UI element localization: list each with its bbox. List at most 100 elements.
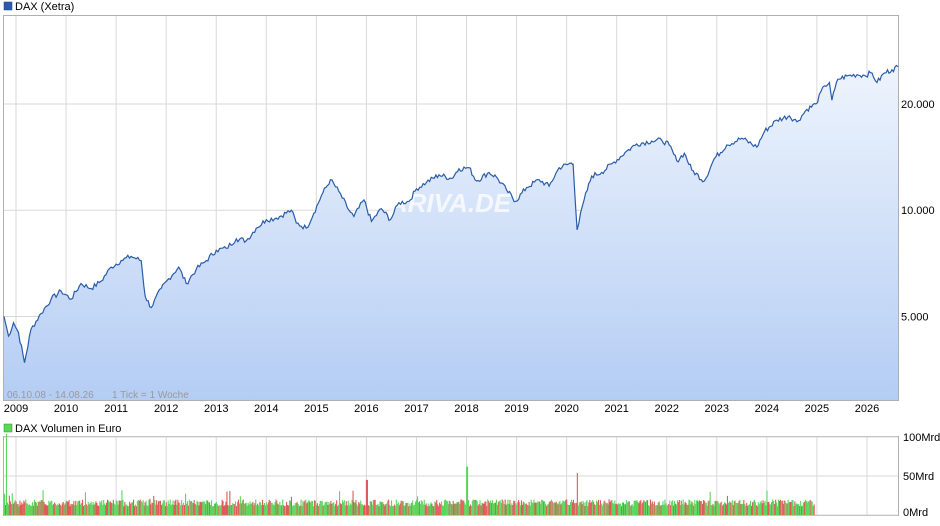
- volume-bar: [472, 499, 474, 515]
- volume-bar: [362, 504, 364, 515]
- volume-bar: [12, 504, 14, 515]
- volume-bar: [185, 503, 187, 515]
- volume-bar: [288, 505, 290, 515]
- volume-bar: [88, 504, 90, 515]
- volume-bar: [98, 505, 100, 515]
- volume-bar: [586, 500, 588, 515]
- volume-bar: [430, 502, 432, 515]
- volume-bar: [179, 503, 181, 515]
- volume-bar: [471, 500, 473, 515]
- volume-bar: [651, 501, 653, 515]
- volume-bar: [557, 504, 559, 515]
- volume-bar: [47, 505, 49, 515]
- volume-bar: [796, 503, 798, 515]
- volume-bar: [74, 505, 76, 515]
- volume-bar: [35, 502, 37, 515]
- volume-bar: [758, 504, 760, 515]
- volume-bar: [520, 500, 522, 515]
- volume-bar: [87, 502, 89, 515]
- volume-bar: [488, 501, 490, 515]
- volume-bar: [341, 500, 343, 515]
- volume-bar: [286, 501, 288, 515]
- volume-bar: [552, 503, 554, 515]
- volume-bar: [554, 502, 556, 515]
- volume-bar: [752, 501, 754, 515]
- volume-bar: [714, 501, 716, 515]
- price-x-tick-label: 2015: [304, 403, 328, 415]
- volume-bar: [212, 506, 214, 515]
- volume-bar: [711, 505, 713, 515]
- volume-bar: [196, 500, 198, 515]
- volume-bar: [262, 500, 264, 515]
- volume-bar: [735, 502, 737, 515]
- volume-bar: [570, 502, 572, 515]
- volume-bar: [263, 503, 265, 515]
- volume-bar: [660, 505, 662, 515]
- price-x-tick-label: 2017: [404, 403, 428, 415]
- volume-bar: [139, 499, 141, 515]
- volume-bar: [679, 505, 681, 515]
- volume-bar: [697, 500, 699, 515]
- volume-bar: [72, 504, 74, 515]
- volume-bar: [235, 501, 237, 515]
- price-x-tick-label: 2021: [604, 403, 628, 415]
- volume-bar: [578, 502, 580, 515]
- volume-bar: [304, 500, 306, 515]
- volume-bar: [14, 500, 16, 515]
- volume-bar: [373, 499, 375, 515]
- volume-bar: [806, 502, 808, 515]
- volume-bar: [178, 502, 180, 515]
- volume-bar: [76, 505, 78, 515]
- volume-bar: [194, 503, 196, 515]
- volume-bar: [563, 501, 565, 515]
- volume-bar: [808, 501, 810, 515]
- volume-bar: [807, 501, 809, 515]
- volume-bar: [314, 500, 316, 515]
- volume-bar: [5, 433, 7, 515]
- volume-bar: [434, 501, 436, 515]
- volume-bar: [550, 499, 552, 515]
- volume-bar: [497, 501, 499, 515]
- volume-bar: [549, 501, 551, 515]
- volume-bar: [92, 502, 94, 515]
- volume-bar: [162, 500, 164, 515]
- volume-bar: [9, 501, 11, 515]
- volume-bar: [425, 503, 427, 515]
- volume-bar: [337, 506, 339, 515]
- volume-bar: [19, 500, 21, 515]
- volume-bar: [690, 504, 692, 515]
- price-x-tick-label: 2010: [54, 403, 78, 415]
- volume-bar: [397, 502, 399, 515]
- volume-bar: [264, 505, 266, 515]
- volume-bar: [224, 504, 226, 515]
- volume-bar: [305, 499, 307, 515]
- volume-bar: [411, 502, 413, 515]
- volume-bar: [675, 504, 677, 515]
- volume-bar: [456, 502, 458, 515]
- volume-bar: [169, 499, 171, 515]
- volume-bar: [670, 505, 672, 515]
- volume-bar: [193, 500, 195, 515]
- volume-bar: [282, 499, 284, 515]
- volume-bar: [247, 502, 249, 515]
- volume-bar: [318, 503, 320, 515]
- volume-bar: [29, 504, 31, 515]
- volume-bar: [288, 500, 290, 515]
- volume-bar: [400, 500, 402, 515]
- volume-bar: [58, 503, 60, 515]
- volume-bar: [475, 499, 477, 515]
- volume-bar: [75, 500, 77, 515]
- volume-bar: [22, 504, 24, 515]
- price-x-tick-label: 2024: [755, 403, 779, 415]
- volume-bar: [60, 505, 62, 515]
- volume-bar: [142, 500, 144, 515]
- volume-bar: [525, 503, 527, 515]
- volume-bar: [583, 502, 585, 515]
- price-y-axis: 5.000 10.000 20.000: [901, 99, 935, 324]
- volume-bar: [361, 504, 363, 515]
- volume-bar: [266, 504, 268, 515]
- volume-bar: [635, 501, 637, 515]
- volume-bar: [683, 504, 685, 515]
- volume-bar: [510, 505, 512, 515]
- volume-bar: [580, 501, 582, 515]
